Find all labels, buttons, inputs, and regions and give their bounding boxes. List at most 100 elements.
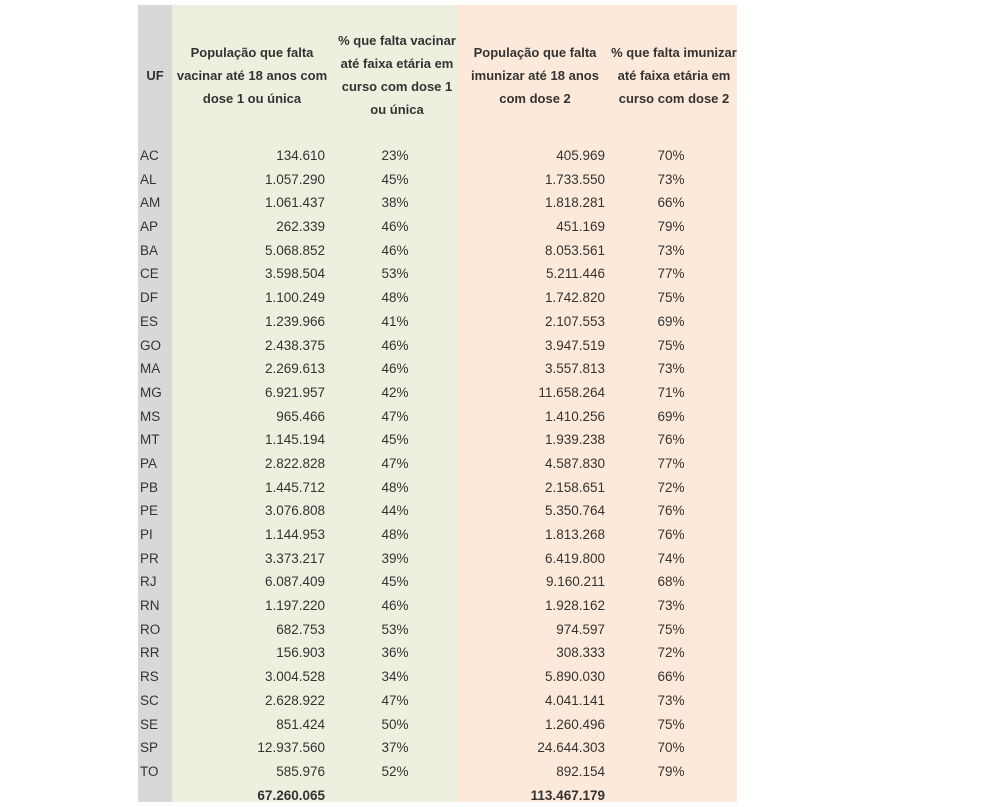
cell-pct2: 76% <box>657 527 685 542</box>
cell-pct1: 46% <box>381 242 409 258</box>
cell-uf: SC <box>140 692 159 708</box>
cell-uf: AC <box>140 148 159 163</box>
cell-pct2: 77% <box>657 455 685 471</box>
cell-pct1: 39% <box>381 550 409 566</box>
cell-pct2: 75% <box>657 621 685 637</box>
cell-pct1: 46% <box>381 361 409 377</box>
cell-pop1: 12.937.560 <box>257 740 325 756</box>
cell-pop2: 3.557.813 <box>544 361 605 377</box>
cell-pop2: 974.597 <box>556 621 605 637</box>
cell-pop2: 1.742.820 <box>544 290 605 306</box>
table-row: MG 6.921.957 42% 11.658.264 71% <box>0 381 1000 405</box>
cell-pct1: 47% <box>381 692 409 708</box>
cell-pop1: 682.753 <box>276 621 325 637</box>
cell-uf: AL <box>140 171 157 187</box>
header-pop-dose1: População que falta vacinar até 18 anos … <box>176 44 328 106</box>
cell-uf: ES <box>140 313 159 329</box>
header-uf: UF <box>146 67 164 83</box>
cell-pct2: 69% <box>657 313 685 329</box>
header-pct-dose1: % que falta vacinar até faixa etária em … <box>338 33 456 117</box>
table-row: BA 5.068.852 46% 8.053.561 73% <box>0 239 1000 263</box>
cell-pop2: 451.169 <box>556 219 605 235</box>
table-row: PA 2.822.828 47% 4.587.830 77% <box>0 452 1000 476</box>
cell-pct2: 75% <box>657 337 685 353</box>
cell-pop2: 6.419.800 <box>544 550 605 566</box>
cell-pct1: 23% <box>381 148 409 163</box>
cell-pct1: 46% <box>381 337 409 353</box>
cell-pop1: 851.424 <box>276 716 325 732</box>
cell-uf: RS <box>140 669 159 685</box>
table-row: MT 1.145.194 45% 1.939.238 76% <box>0 428 1000 452</box>
cell-pop2: 2.107.553 <box>544 313 605 329</box>
table-row: AL 1.057.290 45% 1.733.550 73% <box>0 168 1000 192</box>
cell-pct2: 79% <box>657 763 685 779</box>
cell-pct1: 41% <box>381 313 409 329</box>
totals-row: 67.260.065 113.467.179 <box>0 784 1000 807</box>
table-row: PE 3.076.808 44% 5.350.764 76% <box>0 499 1000 523</box>
cell-uf: RO <box>140 621 161 637</box>
cell-pct2: 73% <box>657 361 685 377</box>
cell-pop1: 1.145.194 <box>264 432 325 448</box>
cell-pop2: 308.333 <box>556 645 605 661</box>
cell-pct1: 45% <box>381 574 409 590</box>
cell-pct2: 68% <box>657 574 685 590</box>
cell-uf: AP <box>140 219 159 235</box>
header-pop-dose2: População que falta imunizar até 18 anos… <box>471 44 599 106</box>
cell-pop2: 1.733.550 <box>544 171 605 187</box>
cell-pop1: 5.068.852 <box>264 242 325 258</box>
table-row: RR 156.903 36% 308.333 72% <box>0 641 1000 665</box>
cell-pop1: 1.239.966 <box>264 313 325 329</box>
cell-pop1: 1.100.249 <box>264 290 325 306</box>
cell-pop2: 1.813.268 <box>544 527 605 542</box>
cell-pct1: 34% <box>381 669 409 685</box>
cell-pop2: 24.644.303 <box>537 740 605 756</box>
cell-pop1: 585.976 <box>276 763 325 779</box>
dose1-columns-background <box>172 5 457 802</box>
table-row: RJ 6.087.409 45% 9.160.211 68% <box>0 570 1000 594</box>
cell-pct2: 73% <box>657 692 685 708</box>
cell-uf: PE <box>140 503 159 519</box>
cell-uf: SE <box>140 716 159 732</box>
table-row: TO 585.976 52% 892.154 79% <box>0 760 1000 784</box>
table-row: MS 965.466 47% 1.410.256 69% <box>0 405 1000 429</box>
cell-pct1: 45% <box>381 171 409 187</box>
cell-uf: CE <box>140 266 159 282</box>
cell-pop2: 1.260.496 <box>544 716 605 732</box>
cell-pop2: 5.890.030 <box>544 669 605 685</box>
cell-uf: GO <box>140 337 162 353</box>
cell-pct2: 73% <box>657 171 685 187</box>
cell-pop1: 2.822.828 <box>264 455 325 471</box>
cell-pop1: 134.610 <box>276 148 325 163</box>
cell-pct2: 66% <box>657 195 685 211</box>
cell-pop2: 5.350.764 <box>544 503 605 519</box>
cell-uf: TO <box>140 763 159 779</box>
cell-pct1: 48% <box>381 290 409 306</box>
cell-pct1: 38% <box>381 195 409 211</box>
cell-pop1: 156.903 <box>276 645 325 661</box>
cell-pct2: 79% <box>657 219 685 235</box>
cell-pop1: 965.466 <box>276 408 325 424</box>
cell-pct2: 72% <box>657 479 685 495</box>
cell-pct1: 46% <box>381 598 409 614</box>
table-row: PR 3.373.217 39% 6.419.800 74% <box>0 547 1000 571</box>
cell-pop2: 2.158.651 <box>544 479 605 495</box>
cell-pop2: 1.410.256 <box>544 408 605 424</box>
table-row: AC 134.610 23% 405.969 70% <box>0 144 1000 168</box>
cell-pct1: 53% <box>381 266 409 282</box>
total-pop2: 113.467.179 <box>530 787 605 803</box>
cell-pop2: 4.587.830 <box>544 455 605 471</box>
cell-pop2: 1.928.162 <box>544 598 605 614</box>
table-row: RO 682.753 53% 974.597 75% <box>0 618 1000 642</box>
cell-uf: SP <box>140 740 159 756</box>
table-row: RN 1.197.220 46% 1.928.162 73% <box>0 594 1000 618</box>
cell-pop2: 11.658.264 <box>538 384 605 400</box>
cell-pct2: 76% <box>657 432 685 448</box>
cell-pct2: 74% <box>657 550 685 566</box>
cell-pct2: 75% <box>657 290 685 306</box>
table-row: SC 2.628.922 47% 4.041.141 73% <box>0 689 1000 713</box>
cell-pop1: 3.004.528 <box>264 669 325 685</box>
table-row: DF 1.100.249 48% 1.742.820 75% <box>0 286 1000 310</box>
cell-uf: PB <box>140 479 159 495</box>
cell-pct2: 75% <box>657 716 685 732</box>
cell-uf: MA <box>140 361 161 377</box>
